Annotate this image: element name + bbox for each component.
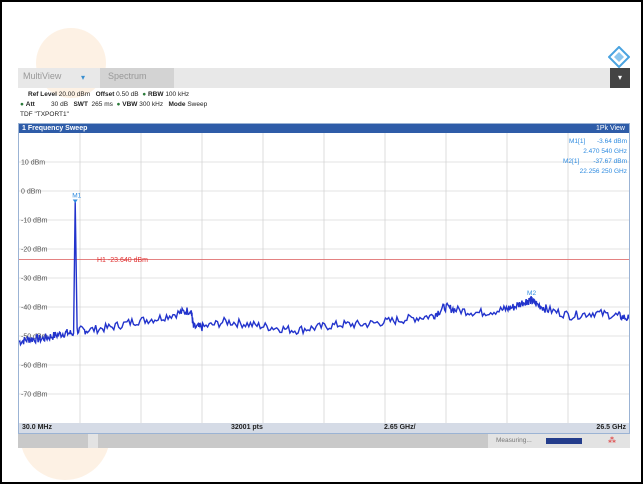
arrow-icon: ● — [116, 101, 121, 108]
att-label: Att — [25, 101, 35, 108]
span-label: 2.65 GHz/ — [384, 424, 416, 431]
vbw-value[interactable]: 300 kHz — [139, 101, 164, 108]
settings-row-2: ● Att 30 dB SWT 265 ms ● VBW 300 kHz Mod… — [20, 101, 207, 108]
y-tick-label: -30 dBm — [21, 276, 48, 283]
network-icon: ⁂ — [608, 436, 616, 445]
marker-m1-freq: 2.470 540 GHz — [583, 148, 627, 155]
spectrum-chart[interactable]: 10 dBm 0 dBm -10 dBm -20 dBm -30 dBm -40 dBm -… — [19, 133, 629, 423]
tab-multiview[interactable]: MultiView — [23, 71, 62, 81]
dropdown-menu-button[interactable]: ▾ — [610, 68, 630, 88]
att-value[interactable]: 30 dB — [51, 101, 69, 108]
ref-level-value[interactable]: 20.00 dBm — [58, 91, 91, 98]
progress-indicator — [546, 438, 582, 444]
y-tick-label: 0 dBm — [21, 189, 41, 196]
tdf-label: TDF "TXPORT1" — [20, 111, 69, 118]
rohde-schwarz-logo-icon — [608, 46, 630, 68]
tab-spectrum-label: Spectrum — [108, 71, 147, 81]
window-header: 1 Frequency Sweep 1Pk View — [19, 124, 629, 133]
window-title: 1 Frequency Sweep — [22, 125, 88, 132]
marker-m2-freq: 22.256 250 GHz — [580, 168, 627, 175]
y-tick-label: -70 dBm — [21, 392, 48, 399]
offset-label: Offset — [95, 91, 115, 98]
swt-value[interactable]: 265 ms — [91, 101, 113, 108]
x-start-label: 30.0 MHz — [22, 424, 52, 431]
ref-level-label: Ref Level — [28, 91, 57, 98]
tab-bar: MultiView ▾ Spectrum ▾ — [18, 68, 630, 88]
frequency-sweep-window[interactable]: 1 Frequency Sweep 1Pk View 10 dBm 0 dBm -1… — [18, 123, 630, 434]
trace-view-label: 1Pk View — [595, 125, 625, 132]
tab-spectrum[interactable]: Spectrum — [100, 68, 174, 88]
marker-m1-icon — [72, 199, 78, 204]
tab-indicator-icon: ▾ — [81, 73, 86, 82]
y-axis-labels: 10 dBm 0 dBm -10 dBm -20 dBm -30 dBm -40 dBm -… — [21, 160, 48, 399]
y-tick-label: -20 dBm — [21, 247, 48, 254]
chart-grid — [19, 133, 629, 423]
status-segment — [18, 434, 88, 448]
rbw-value[interactable]: 100 kHz — [165, 91, 190, 98]
y-tick-label: -50 dBm — [21, 334, 48, 341]
x-stop-label: 26.5 GHz — [596, 424, 626, 431]
y-tick-label: 10 dBm — [21, 160, 45, 167]
marker-m1-tag: M1 — [72, 193, 81, 200]
swt-label: SWT — [73, 101, 88, 108]
y-tick-label: -40 dBm — [21, 305, 48, 312]
points-label: 32001 pts — [231, 424, 263, 431]
status-bar: Measuring... ⁂ — [18, 434, 630, 448]
marker-m1-label: M1[1] — [569, 138, 585, 145]
arrow-icon: ● — [142, 91, 147, 98]
arrow-icon: ● — [20, 101, 24, 108]
mode-label: Mode — [168, 101, 186, 108]
marker-m2-tag: M2 — [527, 290, 536, 297]
settings-row-1: Ref Level 20.00 dBm Offset 0.50 dB ● RBW… — [28, 91, 189, 98]
rbw-label: RBW — [147, 91, 164, 98]
status-segment — [98, 434, 488, 448]
marker-m2-label: M2[1] — [563, 158, 579, 165]
spectrum-trace — [19, 201, 629, 347]
y-tick-label: -10 dBm — [21, 218, 48, 225]
x-axis-bar: 30.0 MHz 32001 pts 2.65 GHz/ 26.5 GHz — [19, 423, 629, 433]
threshold-label: H1 -23.640 dBm — [97, 257, 148, 264]
offset-value[interactable]: 0.50 dB — [116, 91, 139, 98]
vbw-label: VBW — [122, 101, 138, 108]
y-tick-label: -60 dBm — [21, 363, 48, 370]
measuring-status: Measuring... — [496, 437, 532, 444]
mode-value[interactable]: Sweep — [187, 101, 208, 108]
marker-m1-level: -3.64 dBm — [597, 138, 627, 145]
marker-m2-level: -37.67 dBm — [593, 158, 627, 165]
